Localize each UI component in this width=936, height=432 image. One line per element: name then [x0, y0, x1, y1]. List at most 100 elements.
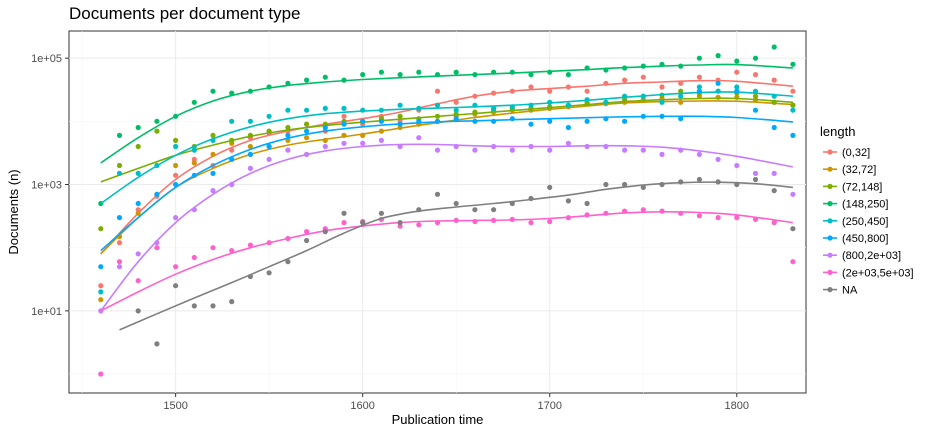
- data-point: [397, 102, 403, 108]
- series-group: [119, 176, 796, 347]
- data-point: [509, 216, 515, 222]
- data-point: [472, 72, 478, 78]
- data-point: [285, 259, 291, 265]
- legend: length (0,32] (32,72] (72,148] (148,250] (25…: [820, 124, 914, 297]
- data-point: [771, 93, 777, 99]
- data-point: [266, 270, 272, 276]
- data-point: [528, 195, 534, 202]
- data-point: [678, 210, 684, 216]
- data-point: [528, 102, 534, 108]
- data-point: [715, 179, 721, 185]
- data-point: [397, 121, 403, 127]
- data-point: [266, 128, 272, 134]
- data-point: [210, 188, 216, 194]
- data-point: [491, 69, 497, 75]
- data-point: [322, 105, 328, 111]
- x-axis-title: Publication time: [392, 412, 484, 427]
- axes: 1500 1600 1700 1800 1e+01 1e+03 1e+05: [31, 53, 749, 412]
- data-point: [509, 147, 515, 153]
- data-point: [322, 137, 328, 143]
- data-point: [247, 273, 253, 280]
- data-point: [434, 88, 441, 94]
- data-point: [378, 118, 384, 124]
- data-point: [622, 118, 628, 124]
- data-point: [790, 226, 796, 232]
- data-point: [491, 105, 497, 111]
- data-point: [247, 151, 253, 157]
- legend-label: (72,148]: [842, 181, 882, 193]
- data-point: [116, 162, 123, 169]
- data-point: [472, 102, 478, 108]
- data-point: [135, 143, 141, 150]
- data-point: [640, 74, 646, 80]
- data-point: [116, 240, 123, 246]
- data-point: [154, 191, 160, 197]
- data-point: [472, 207, 478, 213]
- legend-title: length: [820, 124, 855, 139]
- data-point: [229, 118, 235, 124]
- data-point: [584, 97, 590, 103]
- data-point: [547, 147, 553, 153]
- data-point: [229, 90, 235, 96]
- data-point: [210, 137, 216, 143]
- data-point: [715, 53, 721, 59]
- data-point: [173, 137, 179, 143]
- data-point: [173, 113, 179, 119]
- data-point: [304, 107, 310, 113]
- data-point: [752, 176, 759, 183]
- data-point: [322, 74, 328, 80]
- legend-item: (800,2e+03]: [823, 250, 901, 262]
- legend-label: (148,250]: [842, 199, 888, 211]
- data-point: [752, 107, 759, 113]
- data-point: [453, 111, 459, 117]
- data-point: [696, 151, 703, 157]
- data-point: [509, 200, 515, 207]
- data-point: [491, 207, 497, 213]
- data-point: [266, 240, 272, 246]
- data-point: [696, 55, 703, 61]
- data-point: [266, 84, 272, 90]
- data-point: [135, 278, 141, 284]
- data-point: [453, 99, 459, 105]
- legend-label: NA: [842, 285, 858, 297]
- data-point: [191, 254, 197, 261]
- data-point: [771, 188, 777, 194]
- data-point: [603, 143, 609, 150]
- data-point: [622, 181, 628, 188]
- data-point: [715, 215, 721, 221]
- data-point: [771, 44, 777, 50]
- data-point: [678, 80, 684, 86]
- data-point: [229, 299, 235, 305]
- data-point: [603, 99, 609, 105]
- data-point: [565, 102, 572, 108]
- data-point: [622, 65, 628, 71]
- data-point: [116, 132, 123, 138]
- data-point: [622, 147, 628, 153]
- data-point: [696, 74, 703, 80]
- series-layer: [98, 44, 796, 377]
- data-point: [98, 289, 104, 295]
- data-point: [509, 116, 515, 122]
- data-point: [678, 63, 684, 69]
- data-point: [584, 88, 590, 94]
- data-point: [322, 143, 328, 150]
- data-point: [173, 172, 179, 178]
- data-point: [453, 200, 459, 207]
- data-point: [771, 170, 777, 176]
- data-point: [285, 147, 291, 153]
- data-point: [565, 84, 572, 90]
- y-tick-label: 1e+05: [31, 53, 62, 65]
- legend-key-point: [827, 201, 833, 207]
- data-point: [678, 93, 684, 99]
- data-point: [191, 99, 197, 105]
- x-tick-label: 1700: [537, 400, 561, 412]
- data-point: [229, 181, 235, 188]
- data-point: [135, 124, 141, 131]
- data-point: [116, 170, 123, 176]
- data-point: [247, 143, 253, 150]
- data-point: [752, 93, 759, 99]
- legend-key-point: [827, 252, 833, 258]
- legend-item: (32,72]: [823, 164, 876, 176]
- series-group: [98, 135, 796, 314]
- data-point: [378, 210, 384, 216]
